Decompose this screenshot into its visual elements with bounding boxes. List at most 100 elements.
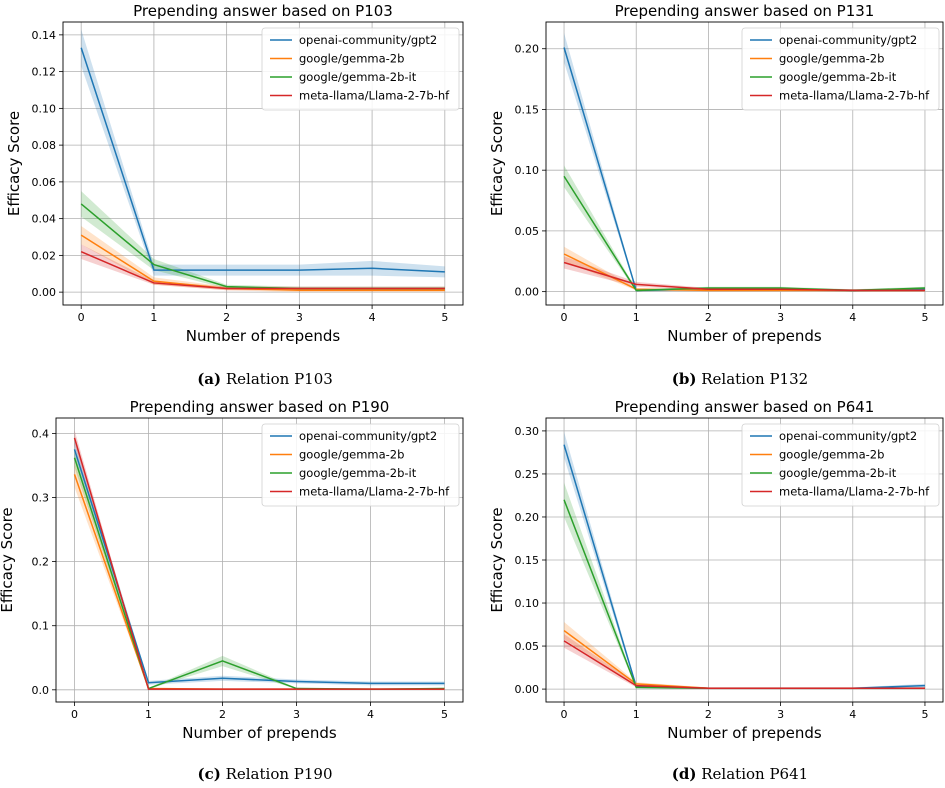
y-tick-label: 0.1	[32, 620, 50, 633]
y-tick-label: 0.10	[515, 597, 540, 610]
series-line-3	[563, 640, 925, 689]
y-tick-label: 0.20	[515, 511, 540, 524]
legend-d: openai-community/gpt2 google/gemma-2b goog…	[741, 423, 940, 507]
legend-label: openai-community/gpt2	[779, 33, 917, 47]
y-axis-label-a: Efficacy Score	[5, 111, 23, 216]
legend-box	[261, 27, 460, 111]
y-tick-label: 0.10	[32, 102, 57, 115]
y-axis-label-c: Efficacy Score	[0, 507, 16, 612]
axes-frame-c	[55, 417, 464, 703]
legend-label: google/gemma-2b	[779, 52, 884, 66]
y-tick-label: 0.05	[515, 225, 540, 238]
x-tick-label: 4	[849, 311, 856, 324]
x-tick-label: 0	[71, 708, 78, 721]
series-line-0	[80, 47, 445, 273]
legend-label: google/gemma-2b	[299, 52, 404, 66]
legend-label: openai-community/gpt2	[299, 429, 437, 443]
y-tick-label: 0.10	[515, 164, 540, 177]
legend-label: meta-llama/Llama-2-7b-hf	[299, 485, 450, 499]
legend-label: meta-llama/Llama-2-7b-hf	[779, 485, 930, 499]
legend-label: google/gemma-2b-it	[299, 466, 417, 480]
y-tick-label: 0.12	[32, 66, 57, 79]
chart-a: 0 1 2 3 4 5 0.00 0.02 0.04 0.06 0.08 0.10 0.12 0.14 Pr…	[5, 2, 464, 345]
caption-c-letter: (c)	[197, 765, 221, 783]
y-tick-label: 0.15	[515, 103, 540, 116]
caption-a-text: Relation P103	[225, 370, 333, 388]
legend-box	[261, 423, 460, 507]
legend-box	[741, 27, 940, 111]
x-tick-label: 1	[633, 708, 640, 721]
y-axis-label-b: Efficacy Score	[488, 111, 506, 216]
caption-b-letter: (b)	[671, 370, 697, 388]
caption-d-text: Relation P641	[701, 765, 809, 783]
caption-d-letter: (d)	[671, 765, 697, 783]
chart-b: 0 1 2 3 4 5 0.00 0.05 0.10 0.15 0.20 Prepending ans…	[488, 2, 944, 345]
x-tick-label: 3	[777, 708, 784, 721]
y-tick-label: 0.08	[32, 139, 57, 152]
series-line-3	[73, 437, 445, 690]
x-tick-label: 4	[849, 708, 856, 721]
series-line-3	[563, 261, 925, 292]
x-tick-label: 2	[223, 311, 230, 324]
chart-title-c: Prepending answer based on P190	[130, 398, 390, 416]
legend-box	[741, 423, 940, 507]
y-tick-label: 0.15	[515, 554, 540, 567]
y-tick-label: 0.25	[515, 468, 540, 481]
x-tick-label: 3	[296, 311, 303, 324]
x-axis-label-b: Number of prepends	[667, 327, 822, 345]
y-tick-label: 0.0	[32, 684, 50, 697]
y-tick-label: 0.02	[32, 249, 57, 262]
x-tick-label: 0	[561, 311, 568, 324]
legend-a: openai-community/gpt2 google/gemma-2b goog…	[261, 27, 460, 111]
legend-c: openai-community/gpt2 google/gemma-2b goog…	[261, 423, 460, 507]
x-axis-label-c: Number of prepends	[182, 724, 337, 742]
legend-label: google/gemma-2b	[299, 448, 404, 462]
x-tick-label: 2	[219, 708, 226, 721]
x-tick-label: 3	[293, 708, 300, 721]
x-tick-label: 0	[78, 311, 85, 324]
y-tick-label: 0.06	[32, 176, 57, 189]
x-axis-label-a: Number of prepends	[186, 327, 341, 345]
y-tick-label: 0.20	[515, 43, 540, 56]
legend-label: google/gemma-2b-it	[779, 466, 897, 480]
chart-title-a: Prepending answer based on P103	[133, 2, 393, 20]
x-tick-label: 5	[921, 311, 928, 324]
y-tick-label: 0.30	[515, 425, 540, 438]
legend-label: openai-community/gpt2	[779, 429, 917, 443]
legend-label: meta-llama/Llama-2-7b-hf	[779, 89, 930, 103]
x-tick-label: 5	[441, 708, 448, 721]
y-axis-label-d: Efficacy Score	[488, 507, 506, 612]
x-tick-label: 2	[705, 311, 712, 324]
x-tick-label: 5	[921, 708, 928, 721]
y-tick-label: 0.00	[32, 286, 57, 299]
series-line-3	[80, 251, 445, 290]
y-tick-label: 0.3	[32, 491, 50, 504]
caption-c-text: Relation P190	[225, 765, 333, 783]
legend-label: openai-community/gpt2	[299, 33, 437, 47]
series-line-1	[80, 234, 445, 292]
legend-b: openai-community/gpt2 google/gemma-2b goog…	[741, 27, 940, 111]
y-tick-label: 0.4	[32, 427, 50, 440]
axes-frame-a	[62, 21, 464, 306]
y-tick-label: 0.00	[515, 683, 540, 696]
series-band-2	[81, 191, 445, 291]
chart-d: 0 1 2 3 4 5 0.00 0.05 0.10 0.15 0.20 0.25 0.30 Prepen…	[488, 398, 944, 742]
x-tick-label: 1	[145, 708, 152, 721]
caption-b: (b) Relation P132	[590, 370, 890, 388]
caption-c: (c) Relation P190	[115, 765, 415, 783]
y-tick-label: 0.14	[32, 29, 57, 42]
series-line-0	[73, 449, 445, 685]
legend-label: google/gemma-2b-it	[299, 70, 417, 84]
y-tick-label: 0.00	[515, 286, 540, 299]
legend-label: google/gemma-2b-it	[779, 70, 897, 84]
caption-a-letter: (a)	[197, 370, 222, 388]
x-tick-label: 3	[777, 311, 784, 324]
x-tick-label: 4	[367, 708, 374, 721]
y-tick-label: 0.05	[515, 640, 540, 653]
caption-b-text: Relation P132	[701, 370, 809, 388]
legend-label: meta-llama/Llama-2-7b-hf	[299, 89, 450, 103]
y-tick-label: 0.2	[32, 556, 50, 569]
x-axis-label-d: Number of prepends	[667, 724, 822, 742]
